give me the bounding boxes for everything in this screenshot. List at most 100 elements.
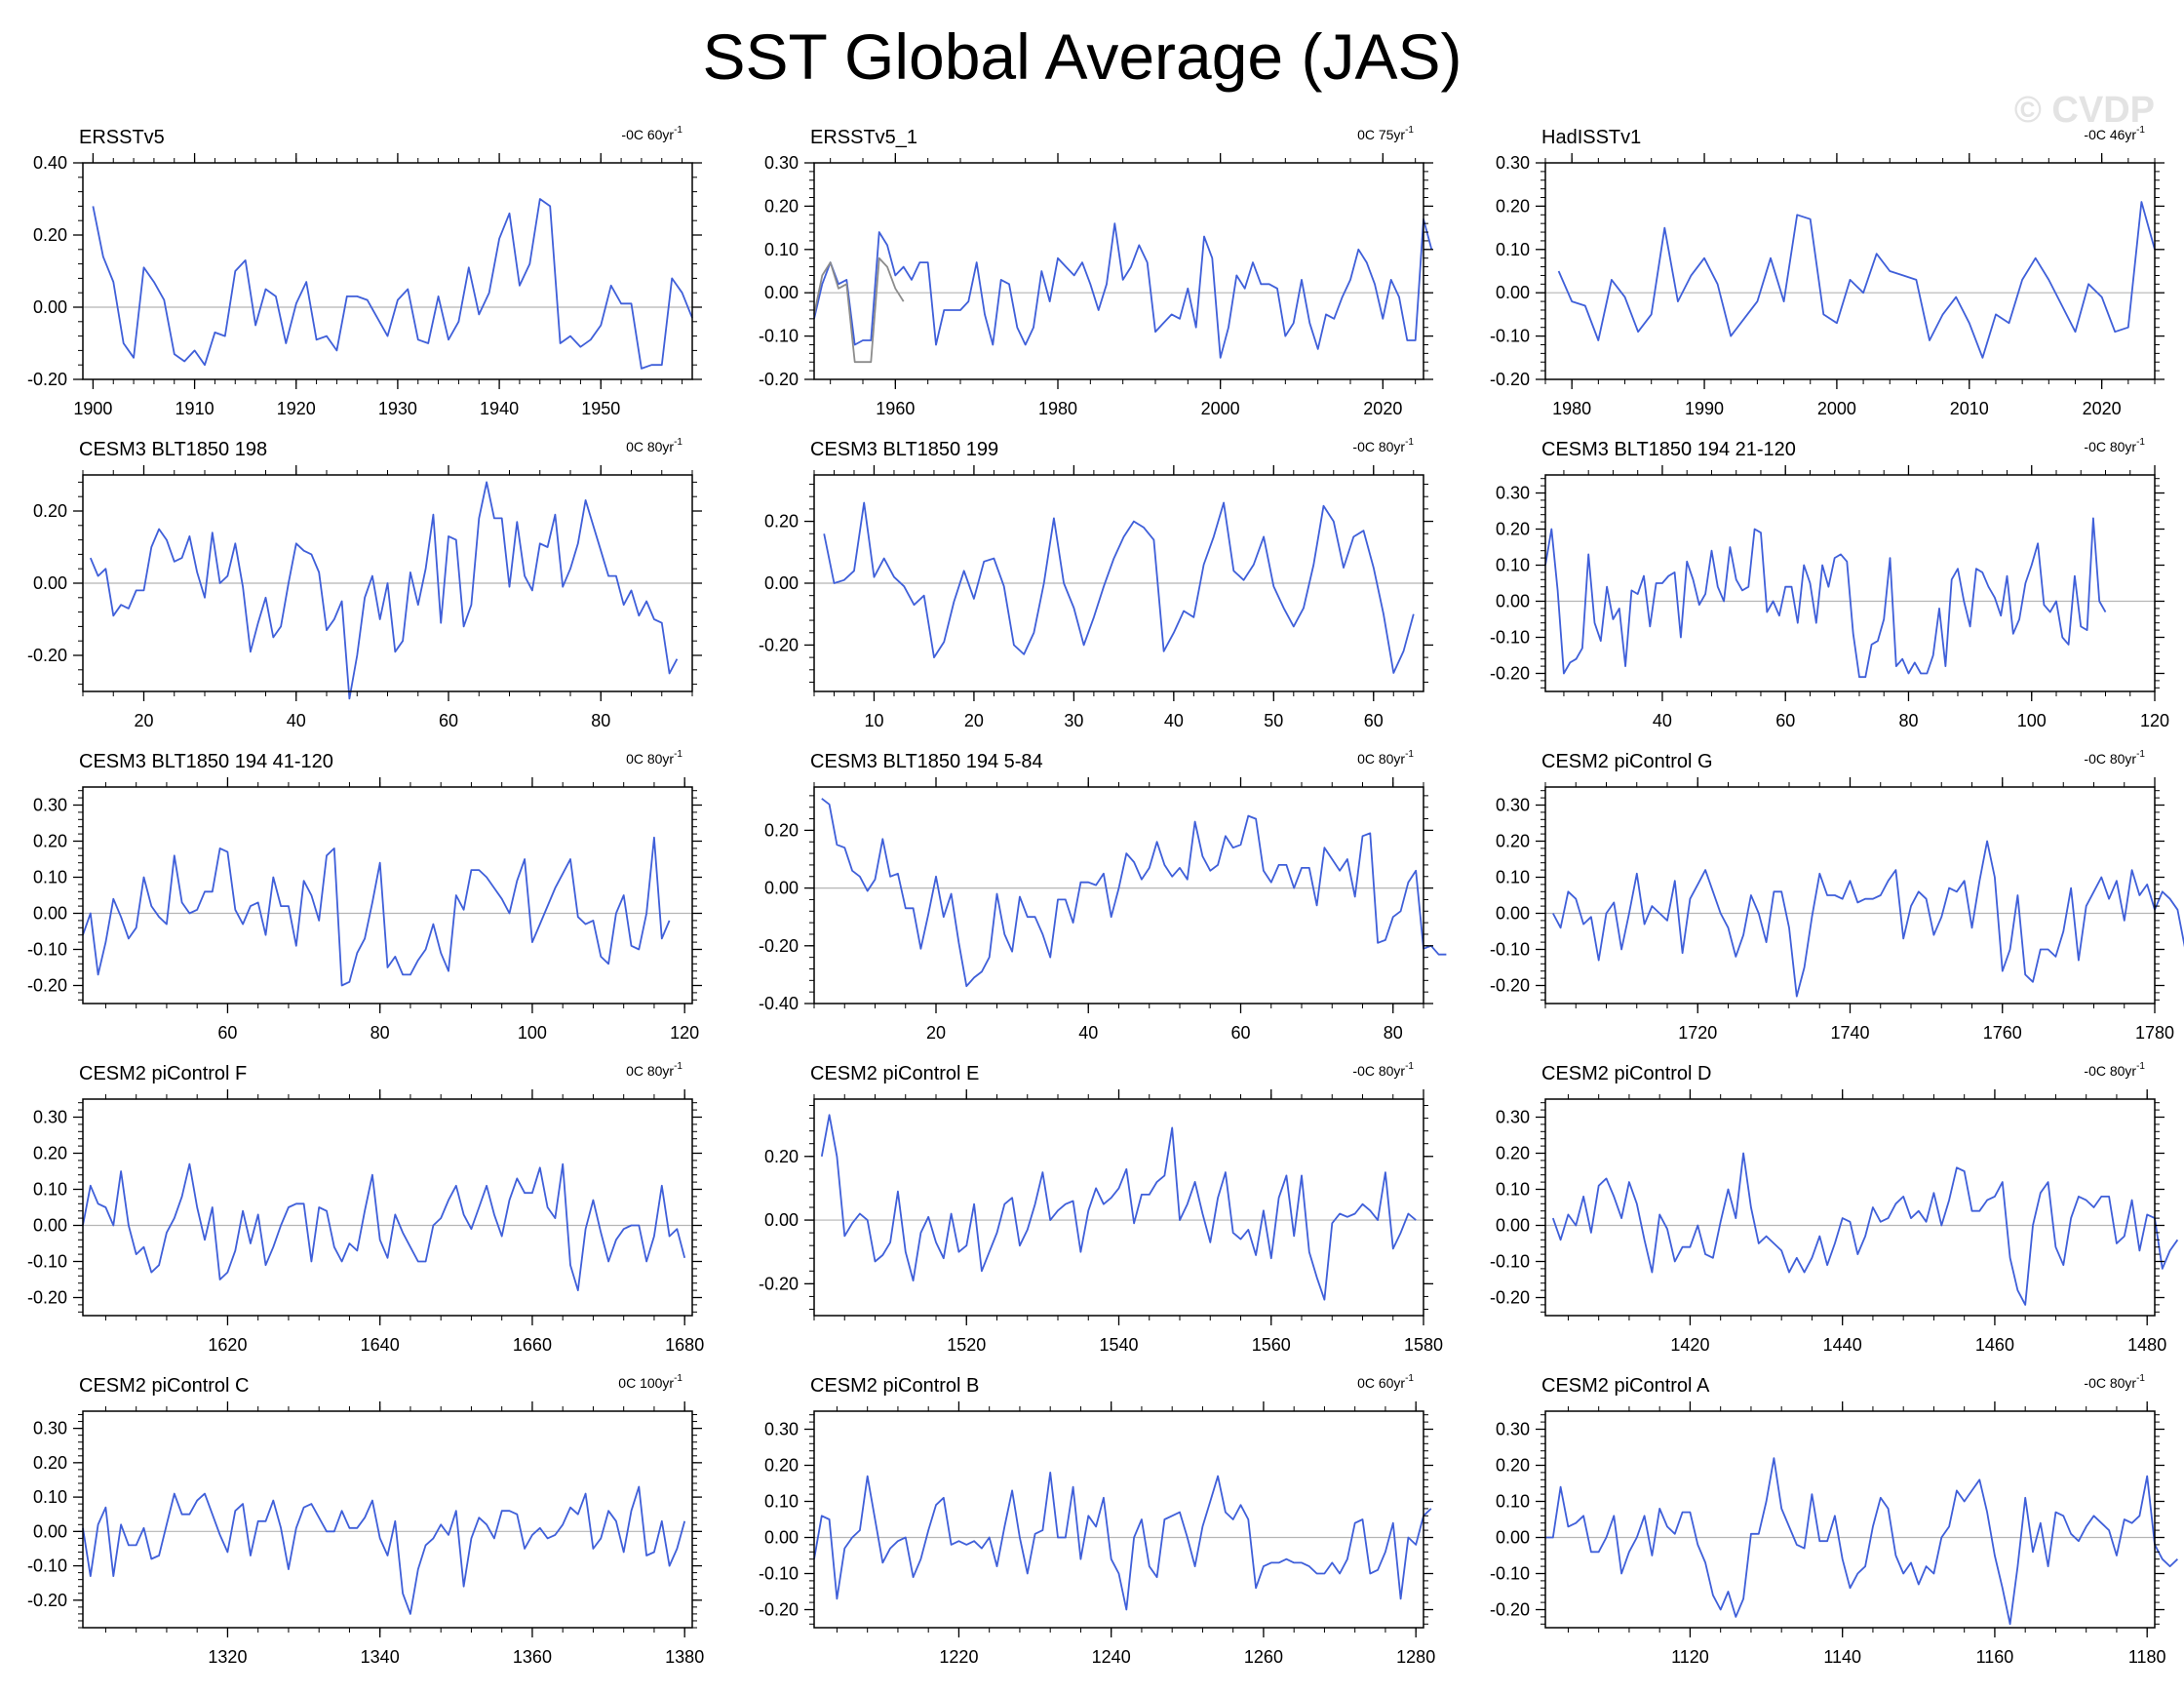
- y-tick-label: 0.20: [764, 512, 799, 532]
- trend-label: -0C 80yr-1: [1352, 1061, 1414, 1079]
- x-tick-label: 1540: [1099, 1335, 1138, 1355]
- trend-label: -0C 60yr-1: [621, 125, 682, 142]
- x-tick-label: 1280: [1396, 1647, 1435, 1667]
- x-tick-label: 2000: [1201, 399, 1240, 418]
- series-line: [820, 1114, 1417, 1301]
- watermark: © CVDP: [2013, 90, 2155, 131]
- y-tick-label: 0.20: [33, 501, 67, 521]
- plot-frame: [82, 1098, 693, 1317]
- y-tick-label: 0.10: [1496, 240, 1530, 259]
- series-line: [813, 1472, 1432, 1611]
- x-tick-label: 2010: [1950, 399, 1989, 418]
- y-tick-label: -0.10: [1490, 327, 1530, 346]
- plot-frame: [82, 1410, 693, 1629]
- y-tick-label: -0.20: [1490, 1288, 1530, 1308]
- y-tick-label: 0.00: [33, 904, 67, 924]
- x-tick-label: 10: [864, 711, 883, 730]
- y-tick-label: 0.30: [764, 153, 799, 173]
- x-tick-label: 1580: [1404, 1335, 1443, 1355]
- chart-panel: -0.20 -0.10 0.00 0.10 0.20 0.30 1220 1240 1260 12…: [759, 1373, 1435, 1667]
- x-tick-label: 20: [926, 1023, 946, 1043]
- x-tick-label: 120: [2140, 711, 2169, 730]
- y-tick-label: 0.20: [764, 1456, 799, 1476]
- y-tick-label: 0.20: [764, 820, 799, 840]
- y-tick-label: 0.20: [33, 1144, 67, 1163]
- y-tick-label: 0.30: [1496, 796, 1530, 815]
- chart-panel: -0.20 0.00 0.20 0.40 1900 1910 1920 1930 1940 195…: [27, 125, 702, 418]
- x-tick-label: 20: [134, 711, 153, 730]
- x-tick-label: 1320: [208, 1647, 247, 1667]
- x-tick-label: 1620: [208, 1335, 247, 1355]
- x-tick-label: 1480: [2127, 1335, 2166, 1355]
- panel-title: CESM3 BLT1850 194 5-84: [810, 751, 1043, 772]
- x-tick-label: 2020: [1363, 399, 1402, 418]
- x-tick-label: 1240: [1092, 1647, 1131, 1667]
- series-line: [1557, 201, 2156, 359]
- y-tick-label: 0.30: [33, 1108, 67, 1127]
- series-line: [1545, 1457, 2179, 1626]
- series-line: [1552, 840, 2184, 998]
- y-tick-label: 0.00: [1496, 904, 1530, 924]
- panel-title: HadISSTv1: [1541, 127, 1641, 148]
- panel-title: CESM2 piControl F: [79, 1063, 247, 1084]
- y-tick-label: 0.20: [1496, 1144, 1530, 1163]
- x-tick-label: 1120: [1671, 1647, 1709, 1667]
- y-tick-label: 0.10: [1496, 1180, 1530, 1200]
- y-tick-label: -0.20: [27, 976, 67, 996]
- plot-frame: [813, 1098, 1424, 1317]
- y-tick-label: 0.00: [1496, 1528, 1530, 1548]
- x-tick-label: 100: [2017, 711, 2047, 730]
- x-tick-label: 80: [1898, 711, 1918, 730]
- plot-frame: [1544, 474, 2156, 692]
- chart-panel: -0.20 -0.10 0.00 0.10 0.20 0.30 1620 1640 1660 16…: [27, 1061, 704, 1355]
- x-tick-label: 1990: [1685, 399, 1724, 418]
- chart-panel: -0.20 -0.10 0.00 0.10 0.20 0.30 40 60 80 100 120 CE…: [1490, 437, 2169, 730]
- x-tick-label: 1140: [1823, 1647, 1861, 1667]
- plot-frame: [1544, 1098, 2156, 1317]
- y-tick-label: 0.30: [1496, 484, 1530, 503]
- panel-title: ERSSTv5: [79, 127, 165, 148]
- x-tick-label: 1680: [665, 1335, 704, 1355]
- x-tick-label: 1260: [1244, 1647, 1283, 1667]
- trend-exponent: -1: [1405, 749, 1414, 760]
- y-tick-label: -0.20: [27, 646, 67, 665]
- series-line: [82, 836, 671, 987]
- trend-label: -0C 80yr-1: [2084, 1373, 2145, 1391]
- chart-panel: -0.20 0.00 0.20 1520 1540 1560 1580 CESM2 piCon…: [759, 1061, 1443, 1355]
- panel-title: CESM2 piControl B: [810, 1375, 979, 1397]
- series-line: [821, 798, 1447, 988]
- trend-label: 0C 80yr-1: [626, 437, 682, 454]
- series-line-secondary: [813, 256, 905, 364]
- y-tick-label: 0.10: [33, 868, 67, 887]
- plot-frame: [1544, 786, 2156, 1005]
- y-tick-label: 0.20: [33, 1453, 67, 1473]
- panel-title: CESM2 piControl C: [79, 1375, 250, 1397]
- x-tick-label: 1740: [1830, 1023, 1869, 1043]
- y-tick-label: 0.00: [764, 573, 799, 593]
- x-tick-label: 60: [1230, 1023, 1250, 1043]
- y-tick-label: 0.00: [33, 1216, 67, 1236]
- y-tick-label: 0.30: [1496, 1108, 1530, 1127]
- trend-label: -0C 46yr-1: [2084, 125, 2145, 142]
- y-tick-label: 0.20: [33, 225, 67, 245]
- y-tick-label: 0.30: [33, 796, 67, 815]
- plot-frame: [1544, 162, 2156, 380]
- page-title: SST Global Average (JAS): [702, 20, 1462, 93]
- series-line: [1551, 1152, 2179, 1306]
- panel-title: CESM2 piControl D: [1541, 1063, 1712, 1084]
- chart-panel: -0.20 -0.10 0.00 0.10 0.20 0.30 1980 1990 2000 20…: [1490, 125, 2164, 418]
- x-tick-label: 60: [217, 1023, 237, 1043]
- panel-title: CESM2 piControl G: [1541, 751, 1713, 772]
- chart-panel: -0.20 0.00 0.20 10 20 30 40 50 60 CESM3 BLT1850 1…: [759, 437, 1433, 730]
- x-tick-label: 80: [591, 711, 610, 730]
- y-tick-label: 0.30: [1496, 153, 1530, 173]
- y-tick-label: 0.20: [1496, 1456, 1530, 1476]
- x-tick-label: 1960: [876, 399, 915, 418]
- y-tick-label: 0.00: [1496, 283, 1530, 302]
- y-tick-label: -0.20: [1490, 1600, 1530, 1620]
- plot-frame: [82, 162, 693, 380]
- y-tick-label: -0.10: [27, 940, 67, 960]
- x-tick-label: 1380: [665, 1647, 704, 1667]
- chart-panel: -0.40 -0.20 0.00 0.20 20 40 60 80 CESM3 BLT1850 …: [759, 749, 1447, 1043]
